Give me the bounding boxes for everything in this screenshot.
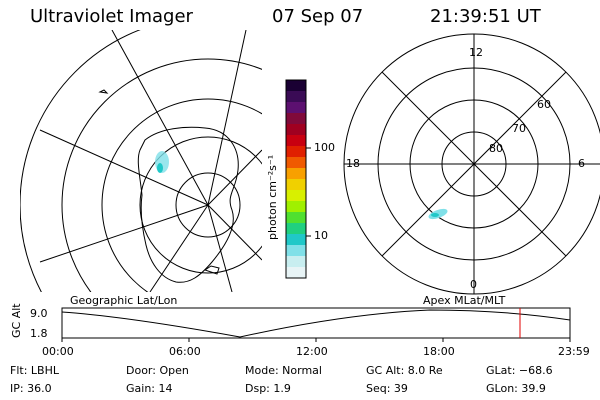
meridian-line — [207, 149, 262, 206]
colorbar-segment — [286, 157, 306, 169]
colorbar-segment — [286, 267, 306, 279]
gc-alt-timeline — [61, 307, 571, 342]
colorbar-segment — [286, 234, 306, 246]
colorbar-segment — [286, 223, 306, 235]
colorbar-segment — [286, 256, 306, 268]
colorbar-segment — [286, 135, 306, 147]
timeline-y-tick: 1.8 — [30, 327, 48, 340]
timeline-frame — [61, 307, 571, 339]
mlt-label-6: 6 — [578, 157, 585, 170]
mlat-label-80: 80 — [489, 142, 503, 155]
meridian-line — [111, 30, 209, 206]
mlt-meridian — [381, 71, 567, 257]
time-label: 21:39:51 UT — [430, 6, 541, 27]
meridian-line — [207, 204, 233, 292]
mlat-label-60: 60 — [537, 98, 551, 111]
meridian-line — [207, 30, 247, 206]
mlat-label-70: 70 — [512, 122, 526, 135]
dsp-value: Dsp: 1.9 — [245, 382, 291, 395]
colorbar-tick-label: 10 — [314, 229, 328, 242]
right-map-caption: Apex MLat/MLT — [423, 294, 506, 307]
colorbar-segment — [286, 212, 306, 224]
timeline-y-tick: 9.0 — [30, 307, 48, 320]
coastline — [137, 126, 239, 283]
glat-value: GLat: −68.6 — [486, 364, 553, 377]
left-map-caption: Geographic Lat/Lon — [70, 294, 178, 307]
colorbar-segment — [286, 201, 306, 213]
magnetic-polar-map — [343, 33, 600, 295]
filter-value: Flt: LBHL — [10, 364, 59, 377]
meridian-line — [149, 204, 209, 292]
colorbar-segment — [286, 168, 306, 180]
timeline-x-tick: 18:00 — [423, 345, 455, 358]
seq-value: Seq: 39 — [366, 382, 408, 395]
lat-circle — [175, 172, 241, 238]
geographic-map — [20, 30, 262, 292]
colorbar-segment — [286, 245, 306, 257]
colorbar-segment — [286, 113, 306, 125]
mode-value: Mode: Normal — [245, 364, 322, 377]
colorbar-tick-label: 100 — [314, 141, 335, 154]
colorbar-frame — [285, 79, 307, 279]
colorbar-segment — [286, 124, 306, 136]
colorbar-segment — [286, 190, 306, 202]
meridian-line — [39, 204, 209, 263]
glon-value: GLon: 39.9 — [486, 382, 546, 395]
colorbar-segment — [286, 91, 306, 103]
mlt-label-12: 12 — [469, 46, 483, 59]
instrument-title: Ultraviolet Imager — [30, 6, 193, 27]
lat-circle — [61, 58, 262, 292]
coastline — [98, 89, 109, 94]
colorbar-segment — [286, 179, 306, 191]
gc-alt-value: GC Alt: 8.0 Re — [366, 364, 443, 377]
altitude-curve — [61, 309, 571, 338]
aurora-patch — [431, 213, 439, 217]
ip-value: IP: 36.0 — [10, 382, 52, 395]
colorbar — [286, 80, 306, 279]
colorbar-unit-label: photon cm⁻²s⁻¹ — [266, 154, 279, 240]
lat-circle — [139, 136, 262, 274]
mlt-label-18: 18 — [346, 157, 360, 170]
door-value: Door: Open — [126, 364, 189, 377]
colorbar-segment — [286, 102, 306, 114]
timeline-x-tick: 06:00 — [169, 345, 201, 358]
gain-value: Gain: 14 — [126, 382, 173, 395]
timeline-x-tick: 12:00 — [296, 345, 328, 358]
timeline-x-tick: 23:59 — [558, 345, 590, 358]
date-label: 07 Sep 07 — [272, 6, 364, 27]
lat-circle — [101, 98, 262, 292]
meridian-line — [39, 129, 209, 206]
coastline — [203, 265, 220, 275]
timeline-x-tick: 00:00 — [42, 345, 74, 358]
meridian-line — [207, 204, 262, 261]
colorbar-segment — [286, 80, 306, 92]
timeline-axis-label: GC Alt — [10, 303, 23, 338]
aurora-patch — [157, 163, 163, 173]
colorbar-segment — [286, 146, 306, 158]
mlt-label-0: 0 — [470, 278, 477, 291]
